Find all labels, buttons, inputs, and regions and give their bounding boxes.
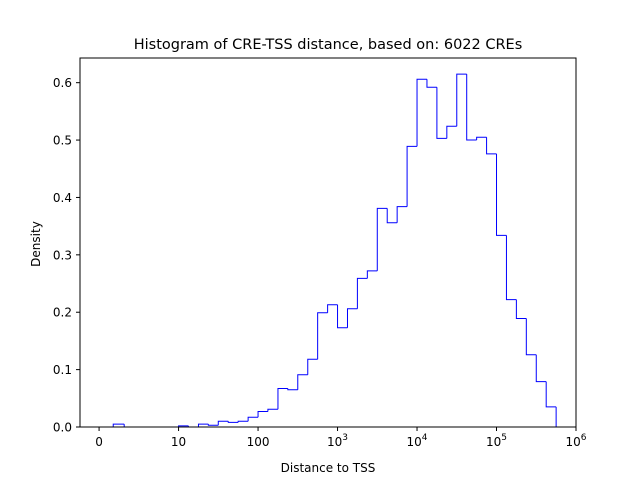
histogram-bin xyxy=(466,74,477,141)
x-tick-label: 106 xyxy=(565,433,586,449)
plot-area: 0 10 100 103 104 105 106 0.0 0.1 0.2 0.3 0.4 0.5 0.6 xyxy=(53,57,587,449)
histogram-bin xyxy=(227,421,239,423)
histogram-bin xyxy=(197,423,209,427)
histogram-bin xyxy=(545,381,557,408)
histogram-bin xyxy=(297,374,308,390)
x-axis-label: Distance to TSS xyxy=(281,461,376,475)
histogram-bin xyxy=(436,87,447,139)
histogram-bin xyxy=(456,73,467,127)
x-tick-label: 0 xyxy=(95,435,103,449)
y-tick-label: 0.2 xyxy=(53,306,72,320)
histogram-bin xyxy=(476,136,487,141)
histogram-bin xyxy=(356,277,368,309)
histogram-bin xyxy=(376,207,388,271)
histogram-bin xyxy=(525,318,537,356)
histogram-bin xyxy=(247,416,259,422)
x-tick-label: 104 xyxy=(407,433,428,449)
histogram-bin xyxy=(496,153,507,236)
histogram-bin xyxy=(337,304,348,329)
histogram-bin xyxy=(346,308,358,328)
histogram-bin xyxy=(535,354,547,383)
x-tick-label: 105 xyxy=(486,433,507,449)
histogram-bin xyxy=(327,304,338,313)
histogram-bin xyxy=(446,125,457,139)
histogram-bin xyxy=(317,312,328,360)
y-tick-label: 0.3 xyxy=(53,248,72,262)
histogram-bin xyxy=(505,235,517,301)
x-tick-label: 103 xyxy=(327,433,348,449)
histogram-bin xyxy=(257,411,268,418)
axes-frame xyxy=(79,57,577,428)
histogram-bin xyxy=(112,423,125,427)
y-tick-label: 0.1 xyxy=(53,363,72,377)
y-tick-label: 0.0 xyxy=(53,421,72,435)
histogram-bin xyxy=(277,388,288,410)
chart-title: Histogram of CRE-TSS distance, based on:… xyxy=(134,37,523,53)
x-tick-label: 10 xyxy=(171,435,186,449)
histogram-bin xyxy=(486,137,497,155)
histogram-bin xyxy=(515,299,527,320)
histogram-bin xyxy=(267,408,278,412)
histogram-bin xyxy=(287,388,298,391)
x-tick-label: 100 xyxy=(247,435,270,449)
histogram-bin xyxy=(386,208,398,224)
histogram-bin xyxy=(426,79,437,88)
histogram-bin xyxy=(307,358,318,375)
y-tick-label: 0.5 xyxy=(53,134,72,148)
y-axis-label: Density xyxy=(29,221,43,267)
histogram-bin xyxy=(217,420,229,426)
histogram-bin xyxy=(406,145,418,207)
histogram-bin xyxy=(237,420,249,423)
y-tick-label: 0.4 xyxy=(53,191,72,205)
histogram-bin xyxy=(396,206,408,223)
y-tick-label: 0.6 xyxy=(53,76,72,90)
histogram-bin xyxy=(366,270,378,279)
histogram-bin xyxy=(416,78,427,147)
histogram-bin xyxy=(207,424,219,426)
